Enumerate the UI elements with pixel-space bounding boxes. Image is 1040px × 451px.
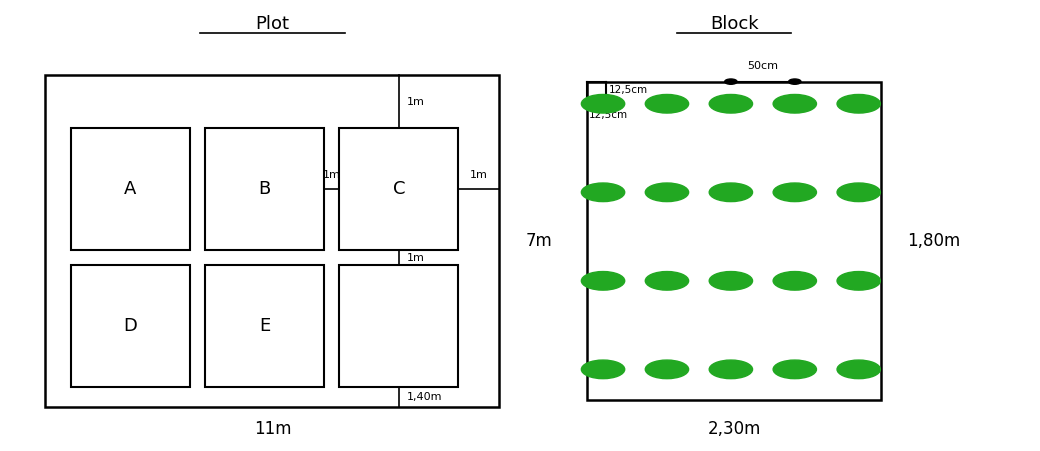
Text: 1m: 1m — [407, 253, 425, 262]
Circle shape — [581, 183, 625, 202]
Bar — [71, 128, 190, 250]
Text: Block: Block — [709, 15, 758, 33]
Text: C: C — [392, 180, 405, 198]
Bar — [339, 265, 458, 387]
Text: 11m: 11m — [254, 420, 291, 438]
Text: 1m: 1m — [407, 97, 425, 106]
Circle shape — [837, 272, 881, 290]
Text: 1,40m: 1,40m — [407, 392, 443, 402]
Circle shape — [645, 94, 688, 113]
Text: D: D — [124, 317, 137, 335]
Text: 7m: 7m — [525, 232, 552, 250]
Bar — [71, 265, 190, 387]
Circle shape — [709, 183, 753, 202]
Circle shape — [773, 94, 816, 113]
Text: 12,5cm: 12,5cm — [608, 86, 648, 96]
Bar — [587, 82, 881, 400]
Bar — [205, 128, 324, 250]
Circle shape — [773, 272, 816, 290]
Circle shape — [773, 183, 816, 202]
Text: 2,30m: 2,30m — [707, 420, 760, 438]
Bar — [46, 75, 499, 407]
Circle shape — [581, 272, 625, 290]
Bar — [339, 128, 458, 250]
Text: 12,5cm: 12,5cm — [589, 110, 628, 120]
Circle shape — [837, 360, 881, 379]
Text: 1,80m: 1,80m — [907, 232, 960, 250]
Circle shape — [725, 79, 737, 84]
Text: 1m: 1m — [322, 170, 341, 180]
Circle shape — [645, 272, 688, 290]
Circle shape — [645, 183, 688, 202]
Circle shape — [773, 360, 816, 379]
Circle shape — [581, 94, 625, 113]
Circle shape — [837, 94, 881, 113]
Text: A: A — [125, 180, 136, 198]
Circle shape — [581, 360, 625, 379]
Circle shape — [709, 272, 753, 290]
Circle shape — [709, 94, 753, 113]
Circle shape — [709, 360, 753, 379]
Circle shape — [645, 360, 688, 379]
Text: B: B — [259, 180, 270, 198]
Bar — [205, 265, 324, 387]
Text: E: E — [259, 317, 270, 335]
Text: Plot: Plot — [256, 15, 289, 33]
Text: 50cm: 50cm — [748, 60, 778, 70]
Circle shape — [788, 79, 801, 84]
Text: 1m: 1m — [470, 170, 488, 180]
Circle shape — [837, 183, 881, 202]
